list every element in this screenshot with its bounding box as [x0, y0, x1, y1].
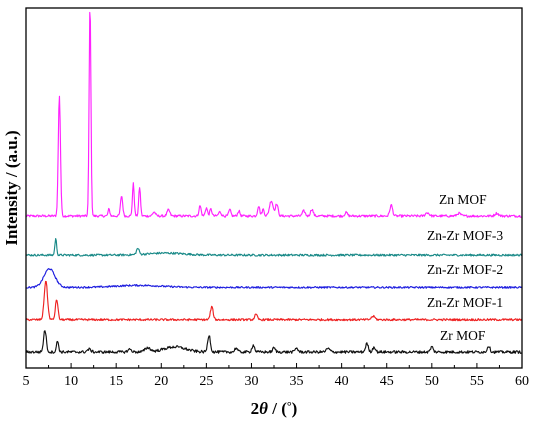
x-axis-title-main: 2: [251, 399, 260, 418]
x-axis-ticks: 5 10 15 20 25 30 35 40 45 50 55 60: [23, 363, 529, 389]
x-tick-label: 30: [244, 374, 258, 389]
x-tick-label: 15: [109, 374, 123, 389]
x-axis-title-degree: °: [287, 399, 292, 413]
series-label-2: Zn-Zr MOF-3: [427, 228, 503, 243]
x-tick-label: 35: [290, 374, 304, 389]
series-label-4: Zn-Zr MOF-1: [427, 295, 503, 310]
series-label-3: Zn-Zr MOF-2: [427, 262, 503, 277]
x-tick-label: 5: [23, 374, 30, 389]
y-axis-title: Intensity / (a.u.): [2, 130, 21, 245]
x-tick-label: 45: [380, 374, 394, 389]
x-tick-label: 10: [64, 374, 78, 389]
x-tick-label: 40: [335, 374, 349, 389]
series-line-3: [25, 268, 523, 289]
x-tick-label: 55: [470, 374, 484, 389]
series-label-5: Zr MOF: [440, 328, 486, 343]
plot-frame: [25, 7, 523, 369]
x-tick-label: 20: [154, 374, 168, 389]
x-axis-title-theta: θ: [259, 399, 268, 418]
x-tick-label: 60: [515, 374, 529, 389]
x-axis-title-close: ): [292, 399, 298, 418]
series-line-4: [25, 280, 523, 322]
x-axis-title: 2θ / (°): [251, 399, 298, 418]
x-tick-label: 25: [199, 374, 213, 389]
series-labels: Zn MOF Zn-Zr MOF-3 Zn-Zr MOF-2 Zn-Zr MOF-1 Z…: [427, 192, 503, 343]
series-traces: [25, 11, 523, 354]
series-line-1: [25, 11, 522, 218]
x-axis-title-unit: / (: [268, 399, 287, 418]
series-line-5: [25, 330, 522, 354]
series-line-2: [25, 237, 523, 257]
series-label-1: Zn MOF: [439, 192, 487, 207]
x-tick-label: 50: [425, 374, 439, 389]
